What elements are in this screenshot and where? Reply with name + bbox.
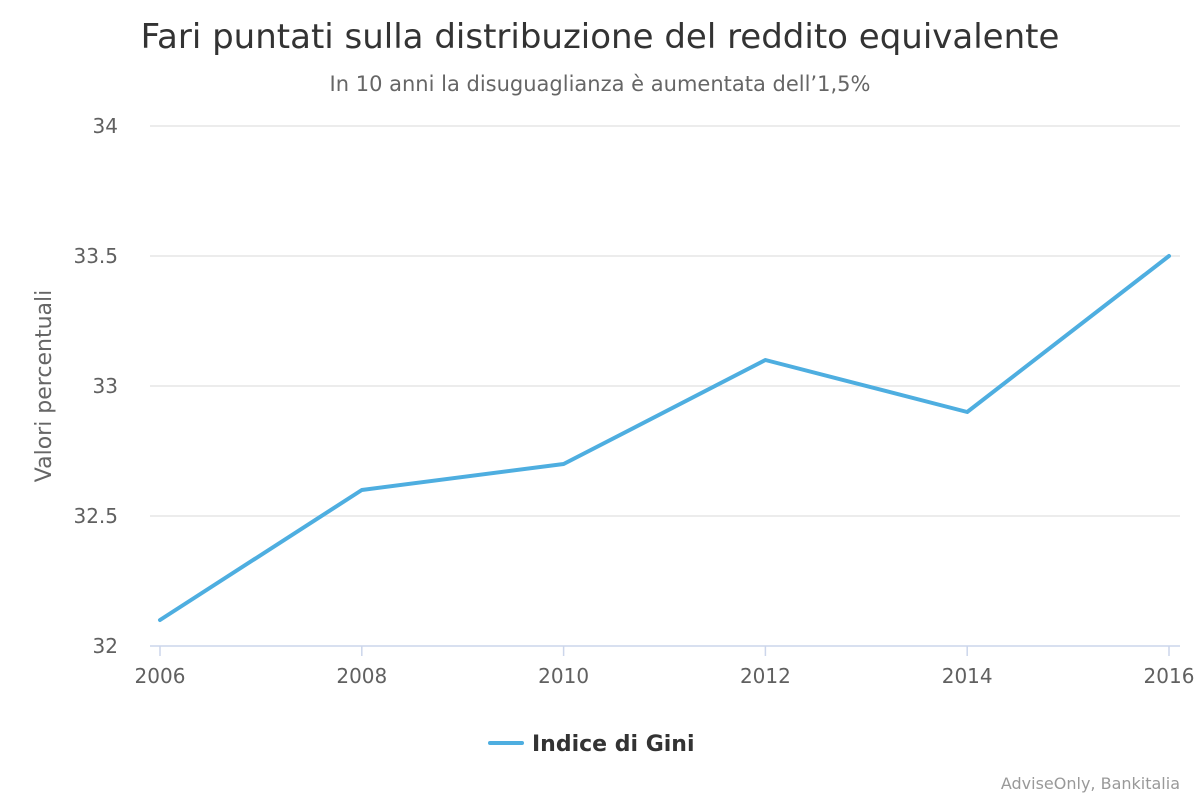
gridlines <box>150 125 1180 517</box>
x-tick-label: 2016 <box>1144 664 1195 688</box>
y-tick-label: 33.5 <box>73 244 118 268</box>
data-point[interactable] <box>155 615 165 625</box>
y-tick-label: 32 <box>93 634 118 658</box>
x-tick-label: 2012 <box>740 664 791 688</box>
data-point[interactable] <box>1164 251 1174 261</box>
x-tick-label: 2006 <box>135 664 186 688</box>
y-axis-label: Valori percentuali <box>32 290 57 482</box>
y-tick-label: 32.5 <box>73 504 118 528</box>
series-line-indice-di-gini[interactable] <box>158 254 1171 622</box>
x-tick-label: 2008 <box>336 664 387 688</box>
legend-label: Indice di Gini <box>532 732 695 757</box>
data-point[interactable] <box>760 355 770 365</box>
x-axis: 2006 2008 2010 2012 2014 2016 <box>135 645 1195 688</box>
y-axis-ticks: 32 32.5 33 33.5 34 <box>73 114 118 658</box>
chart-credits[interactable]: AdviseOnly, Bankitalia <box>1001 774 1180 793</box>
y-tick-label: 34 <box>93 114 118 138</box>
data-point[interactable] <box>962 407 972 417</box>
data-point[interactable] <box>357 485 367 495</box>
chart-title: Fari puntati sulla distribuzione del red… <box>141 17 1060 57</box>
x-tick-label: 2010 <box>538 664 589 688</box>
data-point[interactable] <box>559 459 569 469</box>
x-tick-label: 2014 <box>942 664 993 688</box>
legend-item-indice-di-gini[interactable]: Indice di Gini <box>488 732 695 757</box>
series-layer <box>155 251 1174 625</box>
chart-subtitle: In 10 anni la disuguaglianza è aumentata… <box>330 72 871 96</box>
y-tick-label: 33 <box>93 374 118 398</box>
